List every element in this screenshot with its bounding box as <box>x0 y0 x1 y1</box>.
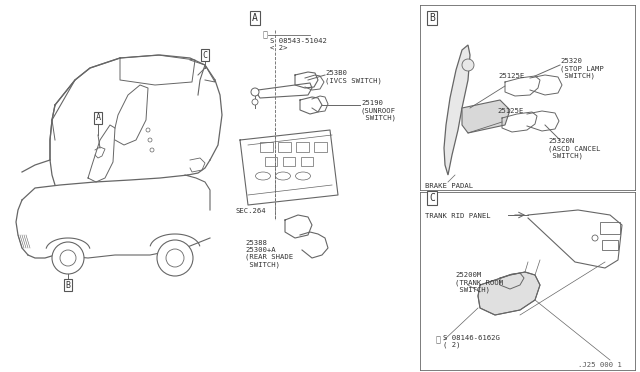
Text: B: B <box>429 13 435 23</box>
Text: 253B0
(IVCS SWITCH): 253B0 (IVCS SWITCH) <box>325 70 382 83</box>
Bar <box>301 157 313 166</box>
Text: 25125E: 25125E <box>497 108 524 114</box>
Text: C: C <box>429 193 435 203</box>
Text: TRANK RID PANEL: TRANK RID PANEL <box>425 213 491 219</box>
Circle shape <box>251 88 259 96</box>
Bar <box>600 222 620 234</box>
Polygon shape <box>462 100 510 133</box>
Circle shape <box>592 235 598 241</box>
Circle shape <box>146 128 150 132</box>
Text: 25388
25300+A
(REAR SHADE
 SWITCH): 25388 25300+A (REAR SHADE SWITCH) <box>245 240 293 268</box>
Text: B: B <box>65 280 70 289</box>
Circle shape <box>150 148 154 152</box>
Polygon shape <box>478 272 540 315</box>
Bar <box>296 142 309 152</box>
Circle shape <box>157 240 193 276</box>
Bar <box>265 157 277 166</box>
Circle shape <box>166 249 184 267</box>
Circle shape <box>60 250 76 266</box>
Text: 25320
(STOP LAMP
 SWITCH): 25320 (STOP LAMP SWITCH) <box>560 58 604 79</box>
Circle shape <box>148 138 152 142</box>
Bar <box>260 142 273 152</box>
Text: C: C <box>202 51 207 60</box>
Text: A: A <box>252 13 258 23</box>
Text: Ⓢ: Ⓢ <box>262 31 268 39</box>
Bar <box>602 240 618 250</box>
Circle shape <box>252 99 258 105</box>
Polygon shape <box>444 45 470 175</box>
Bar <box>278 142 291 152</box>
Text: 25200M
(TRANK ROOM
 SWITCH): 25200M (TRANK ROOM SWITCH) <box>455 272 503 293</box>
Text: SEC.264: SEC.264 <box>235 208 266 214</box>
Text: A: A <box>95 113 100 122</box>
Text: 25190
(SUNROOF
 SWITCH): 25190 (SUNROOF SWITCH) <box>361 100 396 121</box>
Text: S 08543-51042
< 2>: S 08543-51042 < 2> <box>270 38 327 51</box>
Text: .J25 000 1: .J25 000 1 <box>578 362 621 368</box>
Bar <box>314 142 327 152</box>
Text: BRAKE PADAL: BRAKE PADAL <box>425 183 473 189</box>
Text: 25320N
(ASCD CANCEL
 SWITCH): 25320N (ASCD CANCEL SWITCH) <box>548 138 600 159</box>
Bar <box>283 157 295 166</box>
Circle shape <box>52 242 84 274</box>
Circle shape <box>462 59 474 71</box>
Text: 25125E: 25125E <box>498 73 524 79</box>
Text: S 08146-6162G
( 2): S 08146-6162G ( 2) <box>443 335 500 349</box>
Text: Ⓢ: Ⓢ <box>435 336 440 344</box>
